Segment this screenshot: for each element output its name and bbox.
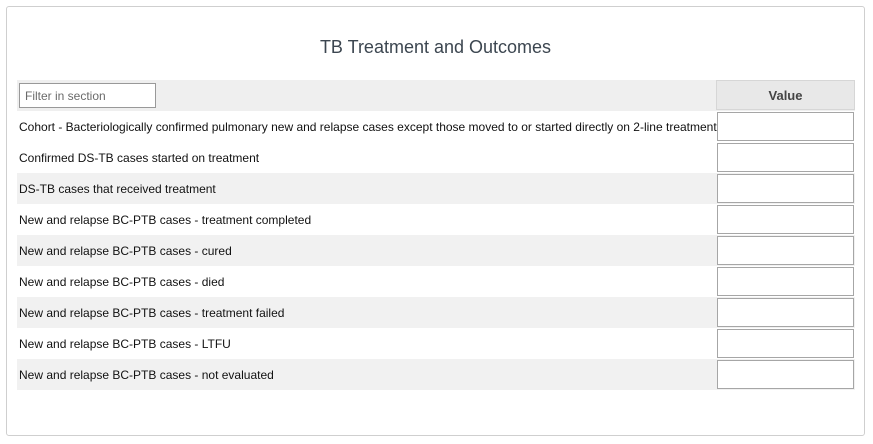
table-row: New and relapse BC-PTB cases - LTFU <box>17 328 855 359</box>
value-input[interactable] <box>717 329 854 358</box>
table-row: DS-TB cases that received treatment <box>17 173 855 204</box>
value-input[interactable] <box>717 143 854 172</box>
table-row: New and relapse BC-PTB cases - treatment… <box>17 297 855 328</box>
filter-input[interactable] <box>19 83 156 108</box>
row-label: New and relapse BC-PTB cases - LTFU <box>19 336 231 351</box>
table-row: Confirmed DS-TB cases started on treatme… <box>17 142 855 173</box>
value-input[interactable] <box>717 236 854 265</box>
value-input[interactable] <box>717 112 854 141</box>
value-input[interactable] <box>717 174 854 203</box>
row-label: Confirmed DS-TB cases started on treatme… <box>19 150 260 165</box>
table-header-row: Value <box>17 80 855 111</box>
value-input[interactable] <box>717 267 854 296</box>
row-label: New and relapse BC-PTB cases - died <box>19 274 225 289</box>
table-row: New and relapse BC-PTB cases - not evalu… <box>17 359 855 390</box>
row-label: DS-TB cases that received treatment <box>19 181 216 196</box>
table-row: New and relapse BC-PTB cases - died <box>17 266 855 297</box>
value-column-header: Value <box>716 80 855 110</box>
table-row: New and relapse BC-PTB cases - cured <box>17 235 855 266</box>
value-input[interactable] <box>717 298 854 327</box>
section-panel: TB Treatment and Outcomes Value Cohort -… <box>6 6 865 436</box>
row-label: New and relapse BC-PTB cases - not evalu… <box>19 367 274 382</box>
data-entry-table: Value Cohort - Bacteriologically confirm… <box>17 80 855 390</box>
row-label: New and relapse BC-PTB cases - cured <box>19 243 232 258</box>
value-input[interactable] <box>717 360 854 389</box>
table-row: Cohort - Bacteriologically confirmed pul… <box>17 111 855 142</box>
row-label: New and relapse BC-PTB cases - treatment… <box>19 305 285 320</box>
section-title: TB Treatment and Outcomes <box>319 37 552 57</box>
row-label: New and relapse BC-PTB cases - treatment… <box>19 212 312 227</box>
value-input[interactable] <box>717 205 854 234</box>
table-row: New and relapse BC-PTB cases - treatment… <box>17 204 855 235</box>
row-label: Cohort - Bacteriologically confirmed pul… <box>19 119 717 134</box>
